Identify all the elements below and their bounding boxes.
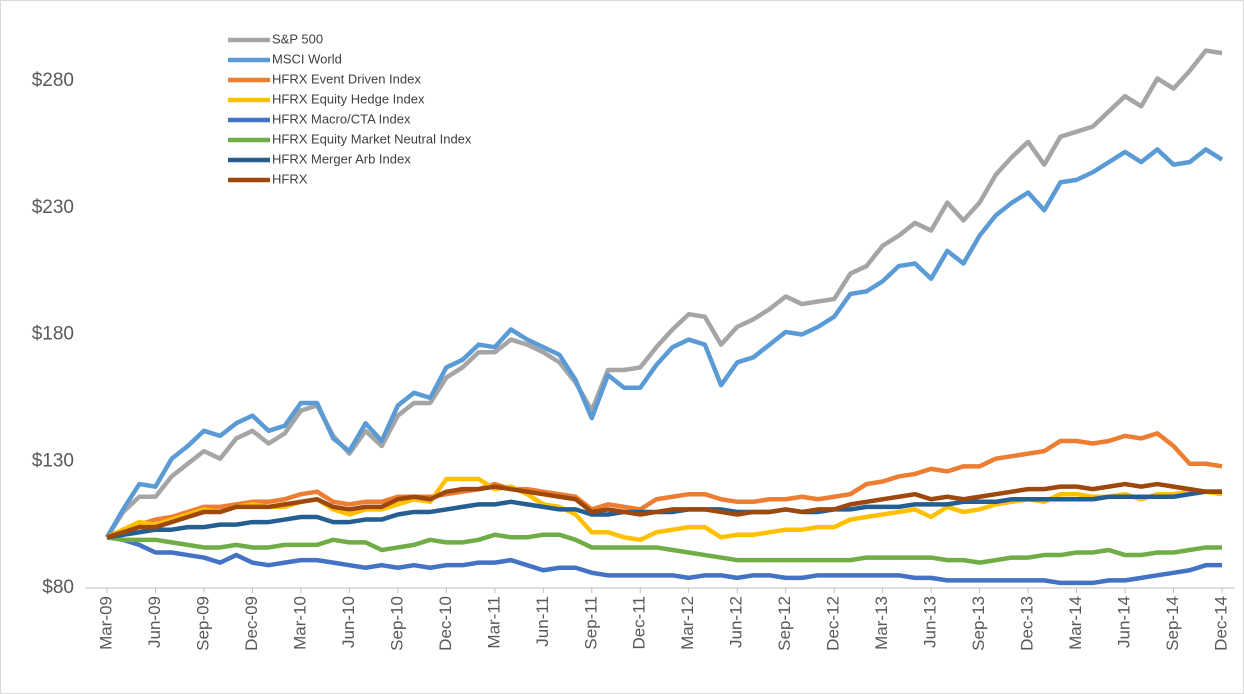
x-tick-label: Dec-10 [436,596,455,651]
y-tick-label: $280 [32,70,74,91]
legend-label: MSCI World [272,51,342,66]
x-tick-label: Jun-11 [533,596,552,647]
x-tick-label: Sep-11 [581,596,600,650]
series-line [106,532,1222,565]
x-tick-label: Dec-12 [824,596,843,651]
x-tick-label: Dec-13 [1018,596,1037,651]
series-line [106,535,1222,586]
x-tick-label: Sep-14 [1163,596,1182,651]
x-tick-label: Jun-10 [339,596,358,648]
legend-label: HFRX [272,171,308,186]
x-tick-label: Jun-09 [145,596,164,648]
x-tick-label: Sep-09 [193,596,212,651]
legend-label: HFRX Merger Arb Index [272,151,411,166]
series-line [106,431,1223,540]
legend-label: HFRX Event Driven Index [272,71,421,86]
y-tick-label: $180 [32,324,74,345]
legend-label: HFRX Equity Hedge Index [272,91,425,106]
x-tick-label: Dec-14 [1211,596,1230,651]
x-tick-label: Mar-12 [678,596,697,650]
legend-label: S&P 500 [272,31,323,46]
x-tick-label: Mar-09 [96,596,115,650]
x-tick-label: Sep-12 [775,596,794,651]
x-tick-label: Dec-09 [242,596,261,651]
x-tick-label: Dec-11 [630,596,649,650]
x-tick-label: Jun-12 [727,596,746,648]
x-tick-label: Mar-13 [872,596,891,650]
x-tick-label: Jun-13 [921,596,940,648]
series-line [105,48,1223,539]
x-tick-label: Mar-10 [290,596,309,650]
y-tick-label: $80 [42,577,74,598]
y-tick-label: $130 [32,450,74,471]
x-tick-label: Jun-14 [1115,596,1134,648]
series-line [106,481,1222,540]
legend-label: HFRX Equity Market Neutral Index [272,131,472,146]
y-tick-label: $230 [32,197,74,218]
x-tick-label: Mar-11 [484,596,503,649]
x-tick-label: Sep-10 [387,596,406,651]
x-tick-label: Mar-14 [1066,596,1085,650]
x-tick-label: Sep-13 [969,596,988,651]
series-line [105,147,1224,539]
legend-label: HFRX Macro/CTA Index [272,111,411,126]
